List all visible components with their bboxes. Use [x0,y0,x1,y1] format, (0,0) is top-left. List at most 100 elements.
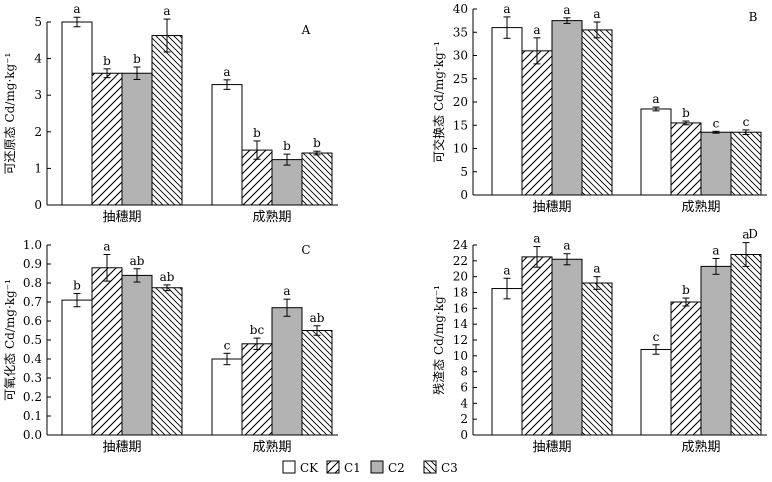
bar-c2 [121,72,153,206]
bar-c3 [581,282,613,436]
bar-c1 [521,256,553,436]
bar-c1 [670,301,702,436]
significance-letter: a [563,3,570,17]
y-tick-label: 4 [460,396,468,410]
y-tick-label: 35 [453,25,468,39]
significance-letter: a [593,262,600,276]
y-tick-label: 2 [34,125,42,139]
y-tick-label: 0 [460,188,468,202]
y-tick-label: 20 [453,270,468,284]
y-tick-label: 10 [453,142,468,156]
panel-label: B [749,10,758,24]
legend-swatch-c3 [423,460,437,474]
bar-c3 [581,29,613,196]
significance-letter: a [283,284,290,298]
significance-letter: c [653,330,660,344]
significance-letter: a [163,4,170,18]
y-tick-label: 0.8 [23,276,42,290]
significance-letter: b [103,54,111,68]
significance-letter: b [283,139,291,153]
legend-swatch-ck [282,460,296,474]
y-tick-label: 0.1 [23,409,42,423]
bar-c1 [91,72,123,206]
y-tick-label: 1 [34,161,42,175]
x-category-label: 抽穗期 [532,440,571,455]
y-tick-label: 5 [34,15,42,29]
panel-label: D [748,227,758,241]
y-tick-label: 0.6 [23,314,42,328]
bar-ck [211,84,243,206]
significance-letter: a [652,92,659,106]
legend-swatch-c2 [370,460,384,474]
y-tick-label: 0.4 [23,352,42,366]
significance-letter: ab [130,254,145,268]
significance-letter: a [593,7,600,21]
legend-label-c1: C1 [344,461,361,475]
significance-letter: c [743,115,750,129]
y-tick-label: 25 [453,72,468,86]
legend-label-ck: CK [300,461,319,475]
bar-c3 [151,287,183,436]
y-tick-label: 0 [34,198,42,212]
y-tick-label: 12 [453,333,468,347]
bar-c2 [121,274,153,436]
significance-letter: a [73,2,80,16]
legend: CK C1 C2 C3 [282,460,458,475]
legend-label-c3: C3 [441,461,458,475]
bar-c3 [301,330,333,436]
significance-letter: a [103,240,110,254]
bar-ck [61,299,93,436]
x-category-label: 成熟期 [681,199,720,215]
y-axis-label: 可交换态 Cd/mg·kg⁻¹ [431,41,446,163]
y-tick-label: 0.7 [23,295,42,309]
y-tick-label: 30 [453,49,468,63]
significance-letter: a [712,243,719,257]
y-tick-label: 0.3 [23,371,42,385]
significance-letter: a [533,232,540,246]
bar-ck [640,349,672,436]
y-axis-label: 可还原态 Cd/mg·kg⁻¹ [3,53,17,175]
y-tick-label: 2 [460,412,468,426]
panel-label: C [301,243,310,257]
significance-letter: c [224,338,231,352]
y-tick-label: 1.0 [23,238,42,252]
x-category-label: 抽穗期 [532,200,571,215]
y-axis-label: 残渣态 Cd/mg·kg⁻¹ [432,285,446,395]
significance-letter: b [73,278,81,292]
bar-c2 [700,265,732,436]
y-tick-label: 0.2 [23,390,42,404]
significance-letter: b [253,126,261,140]
y-tick-label: 8 [460,365,468,379]
significance-letter: b [682,283,690,297]
bar-c3 [730,254,762,436]
bar-c3 [730,131,762,196]
x-category-label: 成熟期 [252,209,291,225]
bar-ck [211,358,243,436]
y-tick-label: 4 [34,52,42,66]
bar-c1 [670,122,702,196]
significance-letter: a [503,2,510,16]
bar-ck [640,108,672,196]
significance-letter: ab [310,311,325,325]
bar-ck [61,21,93,206]
significance-letter: bc [250,323,265,337]
x-category-label: 成熟期 [252,439,291,455]
y-tick-label: 20 [453,95,468,109]
y-tick-label: 15 [453,118,468,132]
bar-c2 [271,159,303,206]
bar-c2 [700,131,732,196]
y-tick-label: 5 [460,165,468,179]
panel-label: A [301,23,311,37]
chart-panel-a: 0 1 2 3 4 5 可还原态 Cd/mg·kg⁻¹ Aa b b a 抽穗期 a b b b 成熟期 [3,2,338,225]
y-tick-label: 16 [453,301,468,315]
significance-letter: a [563,239,570,253]
bar-c2 [551,20,583,196]
significance-letter: b [682,106,690,120]
legend-swatch-c1 [326,460,340,474]
y-tick-label: 40 [453,2,468,16]
bar-c1 [241,343,273,436]
legend-label-c2: C2 [388,461,405,475]
x-category-label: 抽穗期 [102,440,141,455]
chart-panel-b: 0 5 10 15 20 25 30 35 40 可交换态 Cd/mg·kg⁻¹ Ba a a a 抽穗期 a… [431,2,767,215]
